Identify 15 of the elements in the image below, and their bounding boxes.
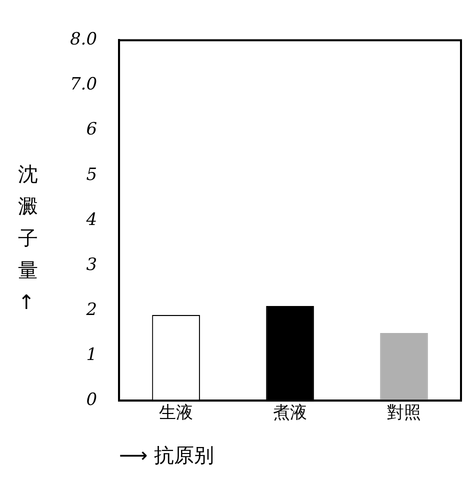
bar <box>380 333 428 401</box>
x-tick-label: 對照 <box>387 403 422 424</box>
y-tick-label: 3 <box>86 254 98 275</box>
y-tick-label: 8.0 <box>70 30 98 50</box>
y-tick-label: 4 <box>85 210 98 230</box>
y-tick-label: 2 <box>85 300 98 320</box>
y-tick-label: 7.0 <box>70 74 98 95</box>
x-tick-label: 生液 <box>159 403 194 424</box>
y-tick-label: 0 <box>86 390 98 410</box>
y-tick-label: 1 <box>86 344 98 365</box>
x-axis-title: ⟶ 抗原别 <box>119 443 214 468</box>
y-tick-label: 5 <box>86 164 98 185</box>
y-tick-label: 6 <box>86 120 98 140</box>
y-axis-title: 沈澱子量↑ <box>18 161 39 316</box>
x-tick-label: 煮液 <box>273 403 308 424</box>
